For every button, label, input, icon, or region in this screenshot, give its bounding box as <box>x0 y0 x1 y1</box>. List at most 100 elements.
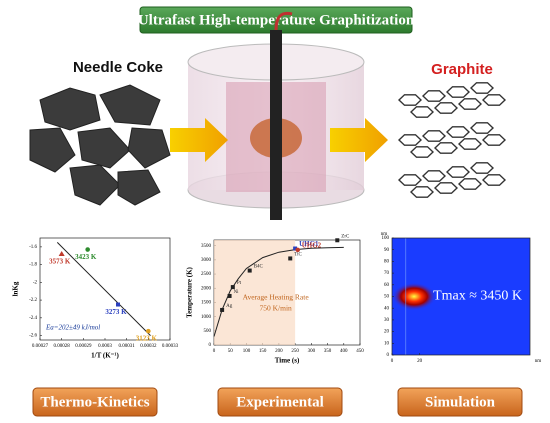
hexagon <box>457 138 483 150</box>
x-tick-label: 20 <box>417 359 423 364</box>
point <box>293 246 298 251</box>
x-tick-label: 250 <box>291 349 299 354</box>
point <box>247 268 252 273</box>
point <box>116 302 120 307</box>
caption: Thermo-Kinetics <box>40 394 149 410</box>
annotation: Average Heating Rate <box>243 293 310 302</box>
x-axis-label: 1/T (K⁻¹) <box>91 352 119 360</box>
hexagon <box>445 166 471 178</box>
y-tick-label: 70 <box>384 271 390 276</box>
x-tick-label: 0.0003 <box>98 344 112 349</box>
x-tick-label: 450 <box>356 349 364 354</box>
point <box>335 238 340 243</box>
x-tick-label: 0.00027 <box>32 344 49 349</box>
hexagon <box>433 142 459 154</box>
x-tick-label: 150 <box>259 349 267 354</box>
point-label: ZrC <box>341 234 350 239</box>
heating-region <box>214 240 296 345</box>
y-tick-label: 100 <box>382 236 390 241</box>
arrow <box>330 118 388 162</box>
y-axis-label: Temperature (K) <box>186 266 194 317</box>
hexagon <box>397 94 423 106</box>
right-label: Graphite <box>431 61 493 78</box>
y-tick-label: 80 <box>384 260 390 265</box>
y-tick-label: 3500 <box>201 244 212 249</box>
graphite-layers <box>397 82 507 198</box>
point-label: UHG1 <box>299 240 319 248</box>
left-label: Needle Coke <box>73 59 163 76</box>
point <box>227 293 232 298</box>
y-tick-label: -1.8 <box>29 263 37 268</box>
point <box>230 285 235 290</box>
hexagon <box>457 98 483 110</box>
x-tick-label: 400 <box>340 349 348 354</box>
point-label: B4C <box>254 265 264 270</box>
hexagon <box>469 162 495 174</box>
y-tick-label: 10 <box>384 341 390 346</box>
x-tick-label: 0.00028 <box>54 344 71 349</box>
caption-box <box>397 387 523 417</box>
point-label: TiC <box>294 253 302 258</box>
point-label: UHG2 <box>302 242 322 250</box>
point <box>85 247 90 252</box>
y-tick-label: -2 <box>33 280 38 285</box>
reactor <box>187 11 365 220</box>
x-tick-label: 0.00032 <box>140 344 157 349</box>
x-axis-label: Time (s) <box>275 357 300 365</box>
x-tick-label: 0.00031 <box>119 344 136 349</box>
point <box>220 307 225 312</box>
point <box>288 256 293 261</box>
y-tick-label: -2.6 <box>29 334 37 339</box>
hexagon <box>433 102 459 114</box>
annotation: Ea=202±49 kJ/mol <box>45 324 100 332</box>
hexagon <box>397 134 423 146</box>
y-tick-label: 3000 <box>201 258 212 263</box>
y-tick-label: 1500 <box>201 301 212 306</box>
hexagon <box>445 86 471 98</box>
x-tick-label: 100 <box>243 349 251 354</box>
fit-line <box>213 246 344 337</box>
x-tick-label: 0 <box>391 359 394 364</box>
point <box>58 250 65 256</box>
point <box>146 328 151 334</box>
hexagon <box>481 134 507 146</box>
x-tick-label: 0 <box>213 349 216 354</box>
y-tick-label: 500 <box>204 329 212 334</box>
hexagon <box>469 122 495 134</box>
arrow <box>170 118 228 162</box>
point <box>295 247 301 253</box>
hexagon <box>445 126 471 138</box>
point-label: 3573 K <box>49 258 71 266</box>
annotation: 750 K/min <box>259 304 292 313</box>
y-tick-label: 20 <box>384 330 390 335</box>
y-tick-label: 60 <box>384 283 390 288</box>
y-axis-label: lnKg <box>12 281 20 296</box>
y-tick-label: 2000 <box>201 286 212 291</box>
point-label: 3123 K <box>136 335 158 343</box>
x-tick-label: 200 <box>275 349 283 354</box>
hot-zone <box>392 282 437 311</box>
y-tick-label: 50 <box>384 295 390 300</box>
heatmap-image <box>392 238 530 355</box>
y-tick-label: 90 <box>384 248 390 253</box>
y-tick-label: 1000 <box>201 315 212 320</box>
hexagon <box>409 146 435 158</box>
needle-coke <box>29 84 171 206</box>
hexagon <box>421 130 447 142</box>
y-tick-label: 40 <box>384 306 390 311</box>
hexagon <box>469 82 495 94</box>
caption-box <box>32 387 158 417</box>
point-label: Ag <box>226 304 233 309</box>
x-tick-label: 300 <box>308 349 316 354</box>
caption: Simulation <box>425 394 496 410</box>
hexagon <box>481 94 507 106</box>
y-tick-label: 2500 <box>201 272 212 277</box>
hexagon <box>421 90 447 102</box>
fit-line <box>56 242 151 336</box>
y-tick-label: -2.2 <box>29 298 37 303</box>
hexagon <box>421 170 447 182</box>
y-tick-label: 0 <box>387 353 390 358</box>
x-unit: nm <box>535 359 542 364</box>
x-tick-label: 0.00029 <box>75 344 92 349</box>
